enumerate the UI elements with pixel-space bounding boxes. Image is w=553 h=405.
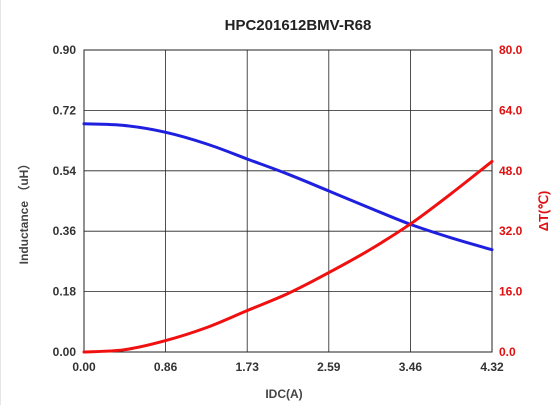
y-left-tick-label: 0.36 <box>53 224 77 238</box>
y-right-tick-label: 64.0 <box>499 103 523 117</box>
right-axis-ticks: 0.0 16.0 32.0 48.0 64.0 80.0 <box>499 43 523 359</box>
y-left-tick-label: 0.90 <box>53 43 77 57</box>
x-axis-label: IDC(A) <box>265 387 302 401</box>
x-tick-label: 3.46 <box>399 360 423 374</box>
plot-frame <box>83 49 493 353</box>
x-tick-label: 0.00 <box>72 360 96 374</box>
x-tick-label: 2.59 <box>317 360 341 374</box>
chart-title: HPC201612BMV-R68 <box>225 17 372 34</box>
x-tick-label: 4.32 <box>480 360 504 374</box>
x-tick-label: 0.86 <box>154 360 178 374</box>
y-right-tick-label: 48.0 <box>499 164 523 178</box>
left-axis-ticks: 0.00 0.18 0.36 0.54 0.72 0.90 <box>53 43 77 359</box>
y-left-tick-label: 0.54 <box>53 164 77 178</box>
temperature-rise-line <box>82 159 494 354</box>
bottom-axis-ticks: 0.00 0.86 1.73 2.59 3.46 4.32 <box>72 360 504 374</box>
x-tick-label: 1.73 <box>236 360 260 374</box>
y-axis-left-label: Inductance （uH） <box>16 158 31 265</box>
series-group <box>82 122 494 354</box>
y-right-tick-label: 80.0 <box>499 43 523 57</box>
y-left-tick-label: 0.00 <box>53 345 77 359</box>
grid <box>84 50 492 352</box>
y-right-tick-label: 0.0 <box>499 345 516 359</box>
y-right-tick-label: 32.0 <box>499 224 523 238</box>
y-left-tick-label: 0.72 <box>53 103 77 117</box>
inductance-line <box>82 122 494 252</box>
y-right-tick-label: 16.0 <box>499 285 523 299</box>
y-axis-right-label: ΔT(℃) <box>536 191 551 232</box>
y-left-tick-label: 0.18 <box>53 285 77 299</box>
